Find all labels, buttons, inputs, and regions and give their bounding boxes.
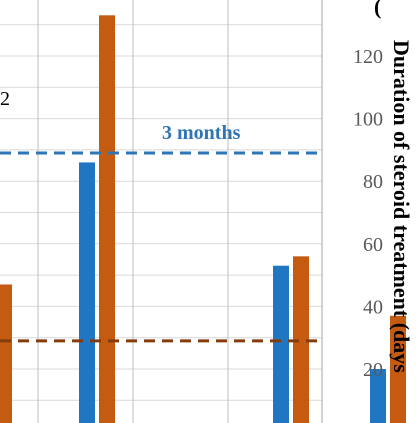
bar: [293, 256, 309, 423]
y-tick-label: 80: [363, 171, 383, 193]
y-tick-label: 20: [363, 359, 383, 381]
y-tick-labels: 20 40 60 80 100 120: [353, 46, 383, 381]
bar: [79, 162, 95, 423]
bar: [99, 15, 115, 423]
reference-line-label: 3 months: [162, 122, 241, 144]
bar: [370, 369, 386, 423]
corner-fragment: (: [374, 0, 381, 19]
bars: [0, 15, 406, 423]
y-axis-title: Duration of steroid treatment (days: [389, 40, 414, 373]
y-tick-label: 100: [353, 109, 383, 131]
partial-label: 2: [0, 88, 10, 110]
y-tick-label: 60: [363, 234, 383, 256]
bar: [390, 315, 406, 423]
y-tick-label: 120: [353, 46, 383, 68]
bar: [273, 265, 289, 423]
bar: [0, 284, 12, 423]
y-tick-label: 40: [363, 296, 383, 318]
grid-lines: [0, 0, 322, 423]
